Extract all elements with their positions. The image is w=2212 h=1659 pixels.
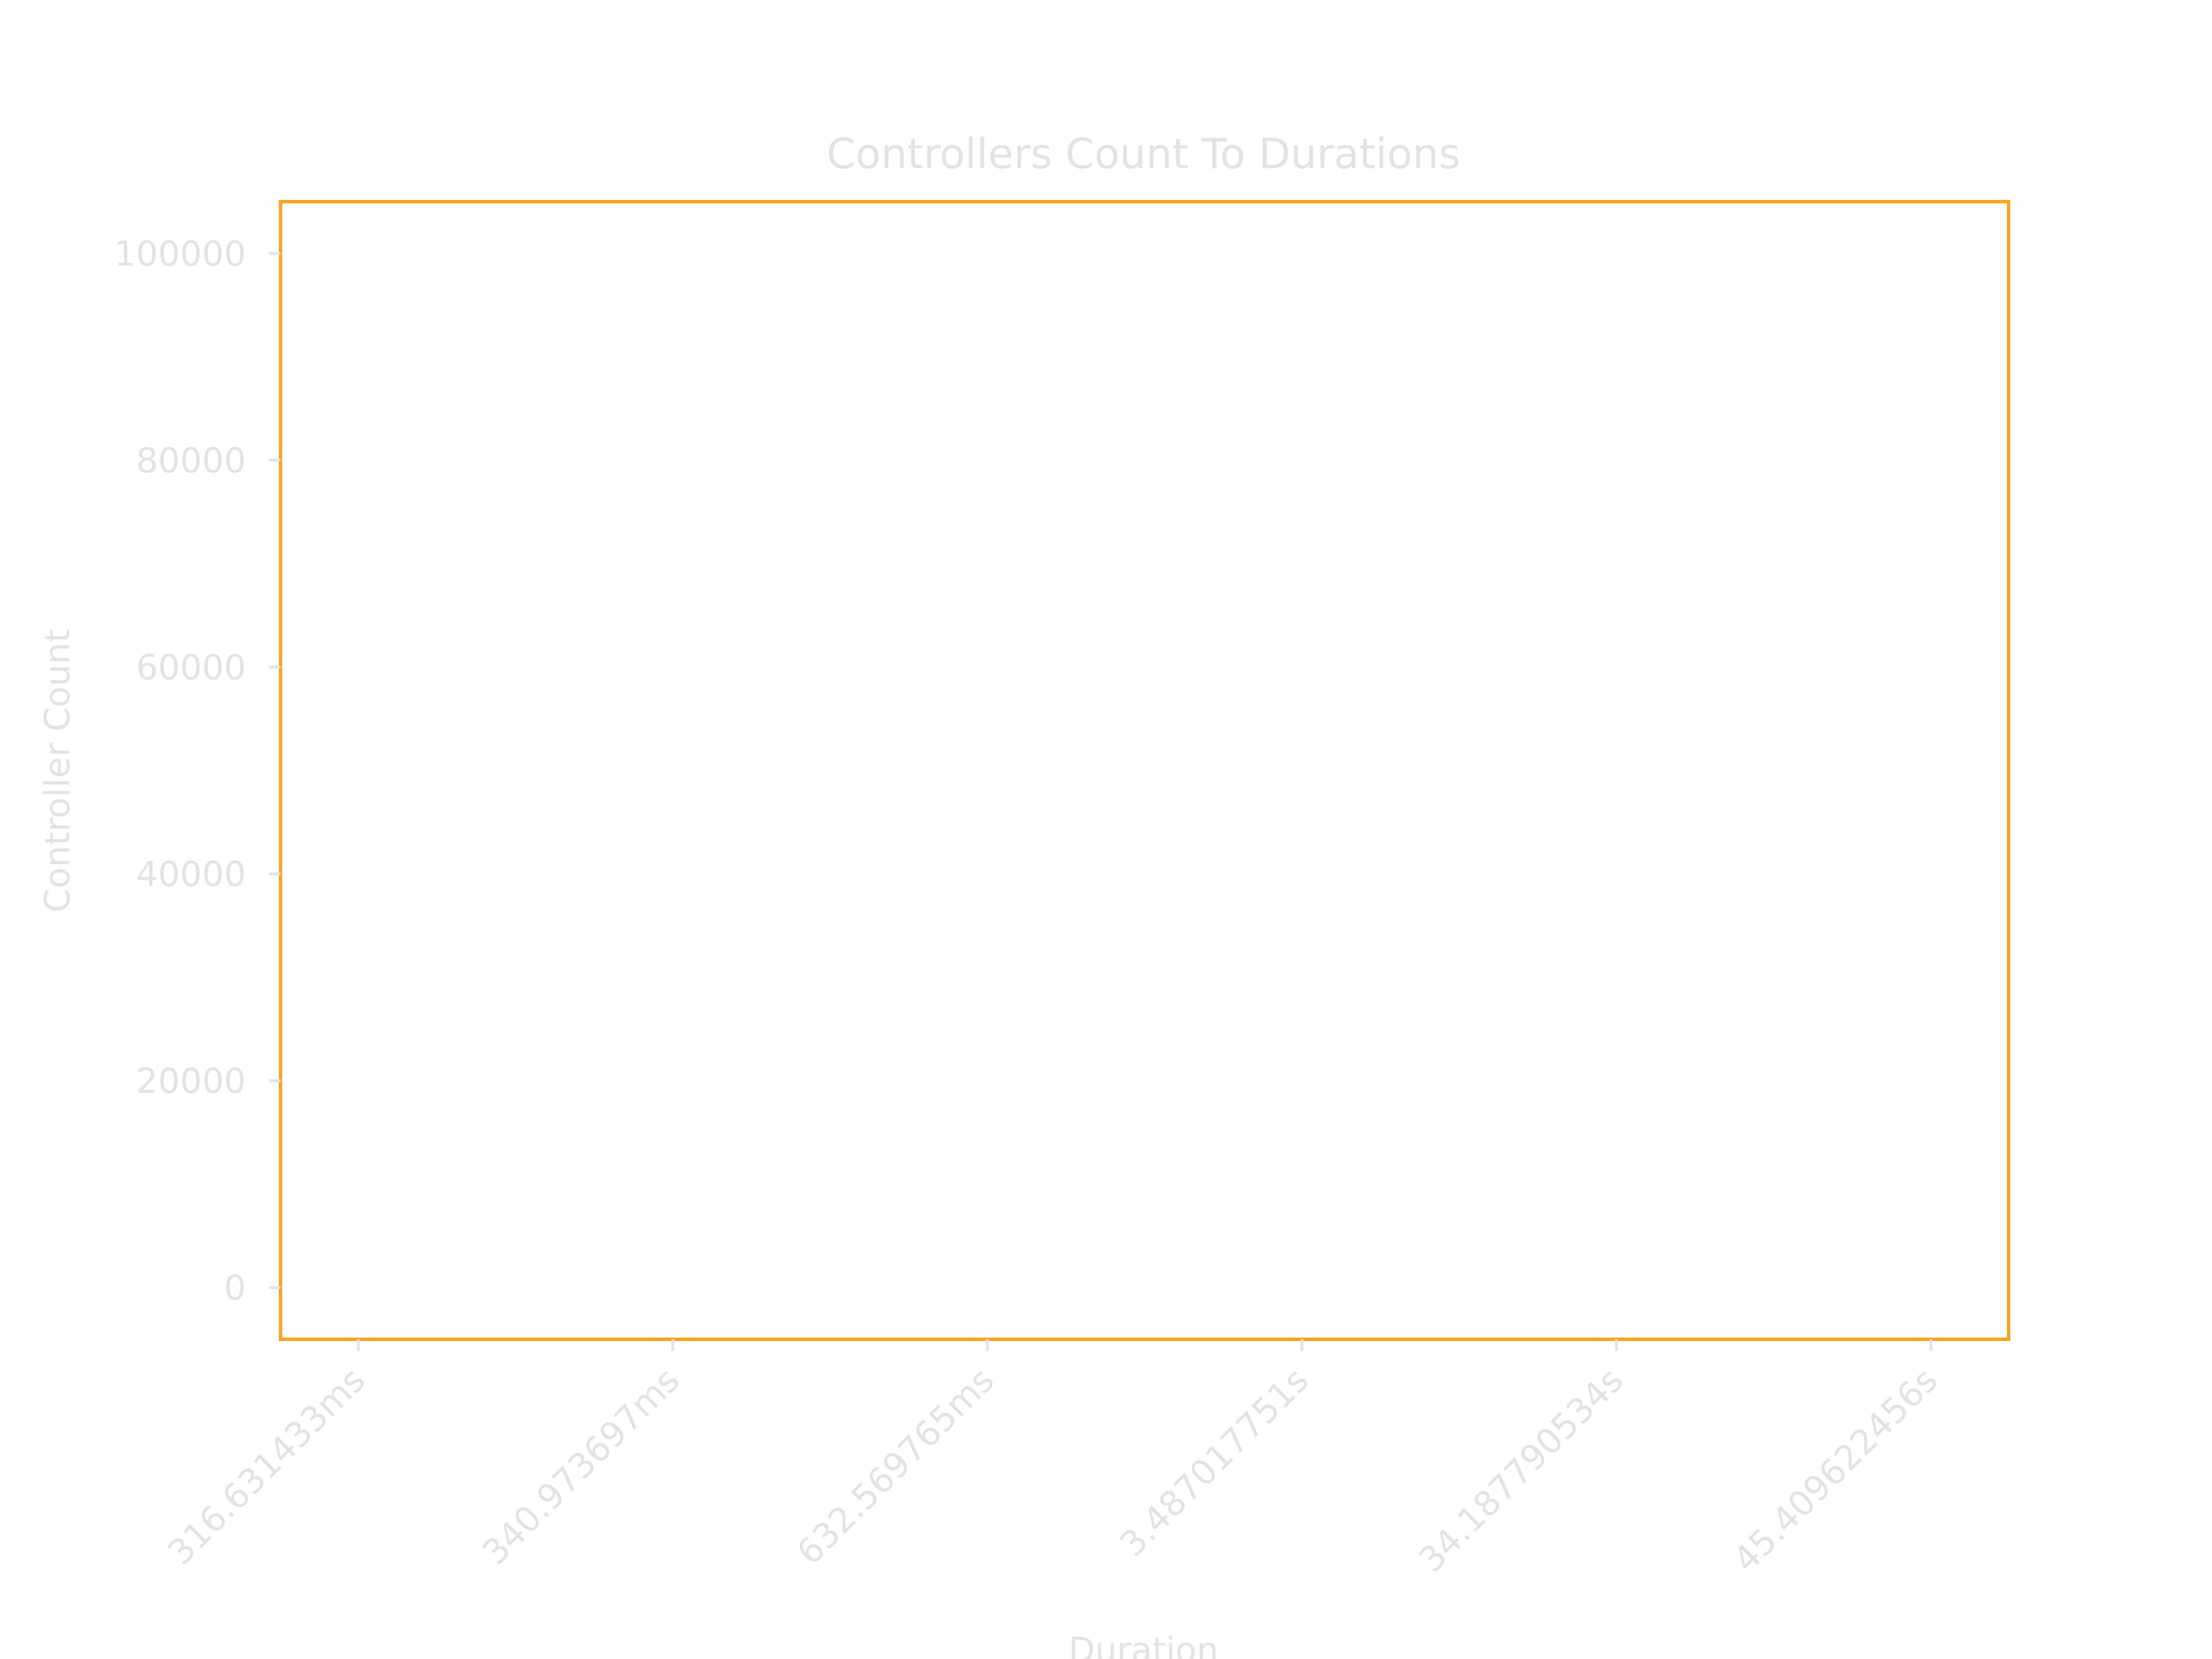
- x-tick-label: 316.631433ms: [160, 1360, 373, 1573]
- chart-title: Controllers Count To Durations: [827, 130, 1460, 178]
- x-tick-label: 3.487017751s: [1112, 1360, 1317, 1565]
- y-tick-label: 0: [224, 1268, 246, 1308]
- y-tick-label: 80000: [136, 441, 246, 481]
- y-tick-label: 100000: [114, 234, 246, 274]
- y-tick-label: 40000: [136, 854, 246, 895]
- y-tick-label: 20000: [136, 1061, 246, 1101]
- x-tick-label: 34.187790534s: [1411, 1360, 1631, 1580]
- y-axis-ticks: 0 20000 40000 60000 80000 100000: [114, 234, 281, 1308]
- plot-area-frame: [279, 200, 2010, 1341]
- x-tick-label: 340.973697ms: [475, 1360, 687, 1573]
- y-tick-label: 60000: [136, 647, 246, 688]
- x-tick-label: 45.409622456s: [1726, 1360, 1946, 1580]
- x-axis-label: Duration: [1069, 1630, 1219, 1659]
- x-axis-ticks: 316.631433ms 340.973697ms 632.569765ms 3.48…: [160, 1339, 1946, 1580]
- x-tick-label: 632.569765ms: [789, 1360, 1002, 1573]
- y-axis-label: Controller Count: [37, 629, 78, 912]
